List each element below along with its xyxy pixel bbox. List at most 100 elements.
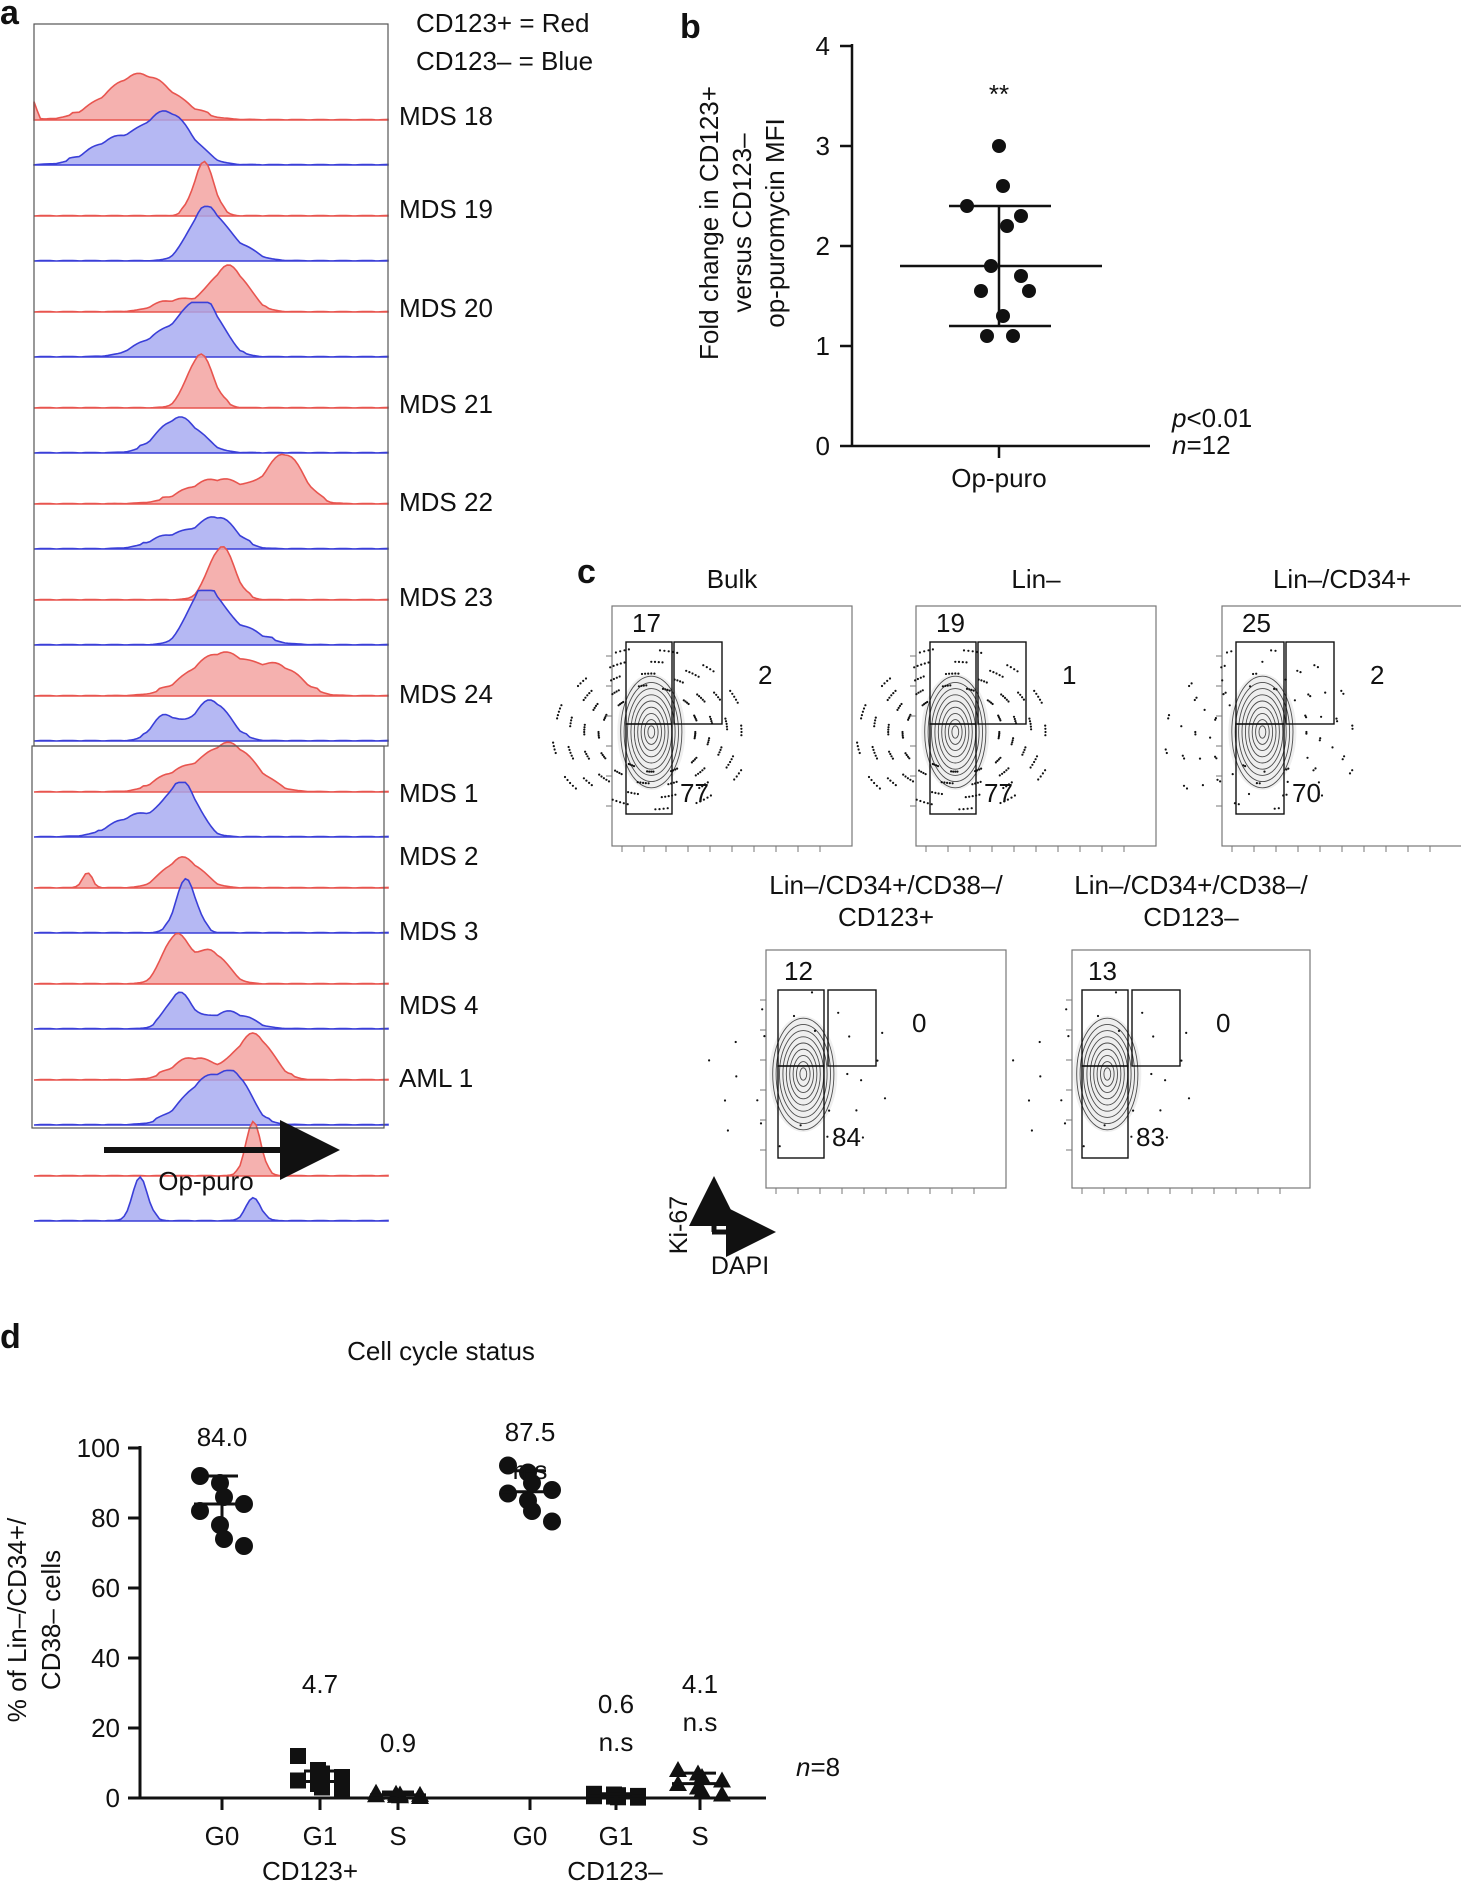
histogram-red-11: [33, 1032, 389, 1081]
gate-value-g1: 12: [784, 956, 813, 986]
event-dot: [717, 753, 720, 756]
histogram-blue-8: [33, 781, 389, 838]
event-dot: [1228, 704, 1231, 707]
event-dot: [699, 771, 702, 774]
event-dot: [997, 737, 1000, 740]
event-dot: [892, 781, 895, 785]
data-point: [1006, 329, 1020, 343]
event-dot: [1060, 1099, 1063, 1102]
event-dot: [645, 684, 648, 687]
event-dot: [1219, 780, 1222, 783]
event-dot: [570, 716, 573, 719]
event-dot: [989, 669, 992, 672]
event-dot: [813, 1029, 817, 1032]
event-dot: [926, 802, 929, 805]
event-dot: [894, 784, 897, 787]
event-dot: [568, 748, 571, 752]
histogram-blue-12: [33, 1175, 389, 1222]
event-dot: [576, 684, 580, 688]
sample-label: MDS 22: [399, 487, 493, 517]
event-dot: [1314, 767, 1317, 770]
event-dot: [920, 663, 923, 666]
event-dot: [633, 792, 636, 795]
event-dot: [1305, 730, 1308, 734]
event-dot: [1012, 1059, 1015, 1062]
event-dot: [1183, 757, 1186, 760]
event-dot: [1167, 714, 1171, 717]
event-dot: [1024, 746, 1027, 749]
event-dot: [709, 668, 712, 671]
event-dot: [1319, 737, 1322, 740]
sample-label: MDS 4: [399, 990, 478, 1020]
event-dot: [1165, 751, 1168, 755]
event-dot: [593, 706, 596, 710]
event-dot: [887, 733, 890, 736]
event-dot: [725, 722, 728, 726]
event-dot: [1022, 751, 1025, 754]
event-dot: [799, 1124, 802, 1127]
event-dot: [666, 688, 669, 692]
histogram-red-7: [33, 651, 389, 697]
event-dot: [1007, 700, 1010, 703]
panel-label-a: a: [0, 0, 20, 32]
event-dot: [998, 730, 1001, 734]
event-dot: [694, 774, 697, 777]
event-dot: [667, 783, 670, 786]
event-dot: [880, 684, 884, 688]
event-dot: [1044, 727, 1047, 730]
event-dot: [1063, 1122, 1067, 1125]
data-point: [630, 1789, 646, 1806]
event-dot: [610, 679, 613, 682]
y-axis-label: Fold change in CD123+: [694, 86, 724, 360]
event-dot: [1034, 758, 1037, 761]
event-dot: [699, 800, 702, 803]
event-dot: [998, 774, 1001, 777]
event-dot: [1351, 727, 1354, 730]
event-dot: [588, 781, 591, 785]
event-dot: [901, 736, 905, 739]
event-dot: [890, 755, 893, 758]
p-value: p<0.01: [1171, 403, 1252, 433]
event-dot: [706, 781, 709, 784]
event-dot: [965, 661, 968, 664]
event-dot: [951, 672, 954, 675]
event-dot: [867, 775, 871, 779]
event-dot: [1320, 794, 1324, 797]
event-dot: [1130, 1135, 1133, 1138]
event-dot: [1307, 693, 1310, 696]
event-dot: [740, 734, 743, 737]
contour-line: [1076, 1017, 1139, 1131]
event-dot: [923, 801, 926, 804]
event-dot: [691, 672, 694, 675]
gate-value-g1: 25: [1242, 608, 1271, 638]
event-dot: [1159, 1109, 1162, 1112]
contour-line: [1231, 675, 1294, 789]
histogram-blue-9: [33, 877, 389, 934]
event-dot: [1270, 649, 1273, 652]
event-dot: [923, 650, 926, 653]
event-dot: [614, 651, 618, 654]
contour-line: [799, 1067, 808, 1081]
contour-density: [1073, 1016, 1142, 1132]
event-dot: [1261, 660, 1264, 663]
contour-line: [948, 719, 963, 745]
contour-density: [617, 674, 686, 790]
event-dot: [1305, 732, 1308, 735]
event-dot: [943, 781, 946, 784]
event-dot: [1252, 672, 1255, 676]
event-dot: [887, 730, 890, 734]
event-dot: [887, 726, 890, 729]
event-dot: [919, 690, 922, 693]
event-dot: [860, 717, 863, 720]
event-dot: [936, 765, 940, 768]
event-dot: [709, 717, 712, 721]
gate-g0: [625, 723, 673, 815]
event-dot: [914, 679, 917, 682]
event-dot: [696, 693, 699, 696]
event-dot: [631, 764, 634, 767]
event-dot: [1167, 717, 1170, 720]
event-dot: [921, 704, 924, 707]
event-dot: [999, 801, 1002, 805]
gate-value-s: 0: [912, 1008, 926, 1038]
event-dot: [602, 777, 606, 780]
